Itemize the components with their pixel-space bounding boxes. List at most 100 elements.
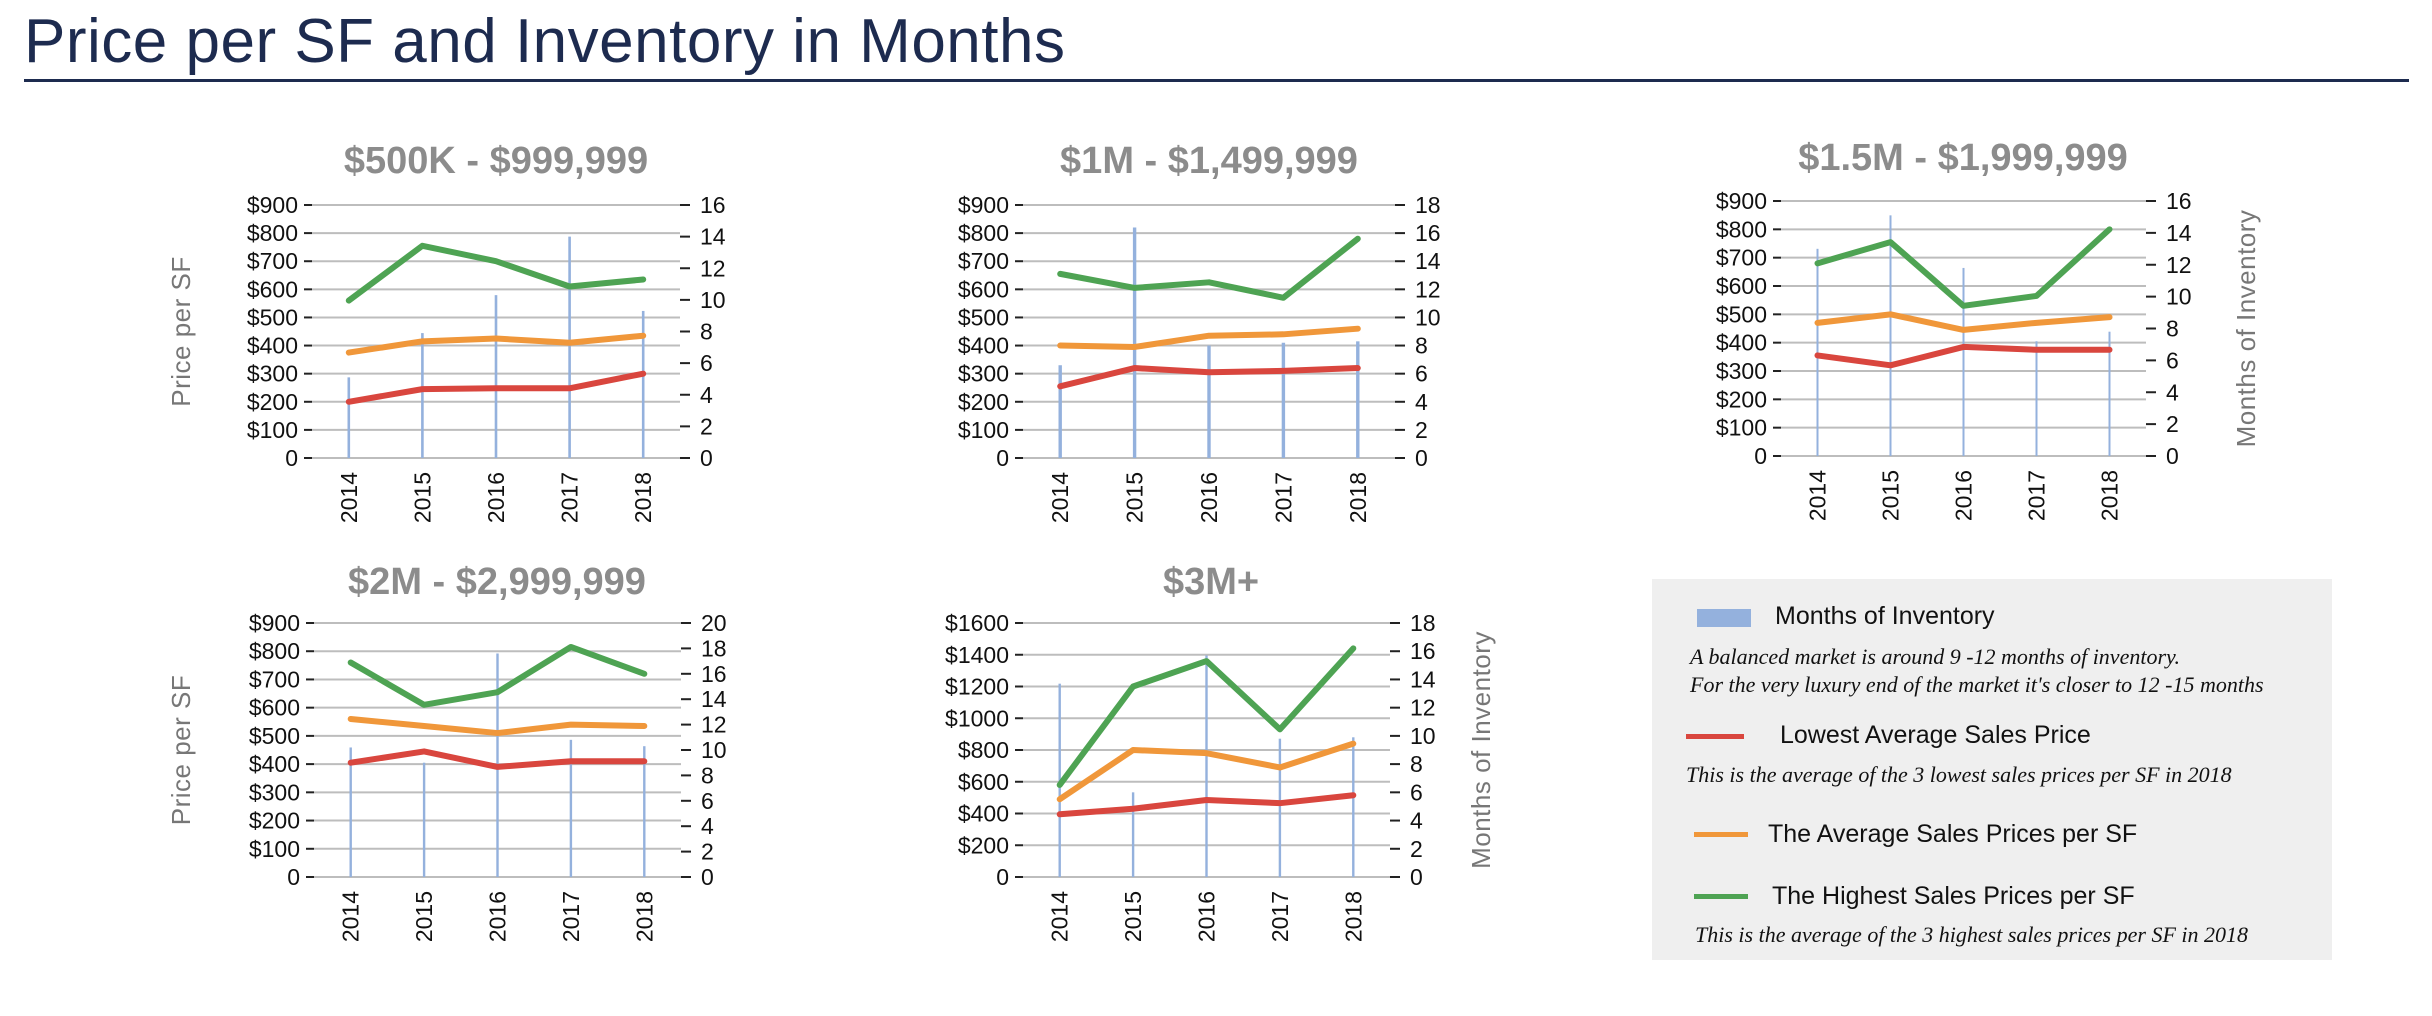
y-tick-label: $700 <box>249 666 300 692</box>
inventory-bar <box>1352 737 1355 877</box>
y2-tick-label: 2 <box>1410 836 1423 862</box>
x-tick-label: 2016 <box>1196 472 1222 523</box>
y2-tick-label: 6 <box>2166 347 2179 373</box>
y-tick-label: $1400 <box>945 642 1009 668</box>
title-rule <box>24 79 2409 82</box>
chart-title: $2M - $2,999,999 <box>348 561 646 603</box>
legend-note-months-1: A balanced market is around 9 -12 months… <box>1690 644 2181 669</box>
inventory-bar <box>641 310 645 458</box>
y-tick-label: $500 <box>247 304 298 330</box>
y2-tick-label: 16 <box>701 661 727 687</box>
y2-tick-label: 6 <box>1410 779 1423 805</box>
x-tick-label: 2014 <box>1047 472 1073 523</box>
inventory-bar <box>569 739 573 877</box>
y-tick-label: $400 <box>958 801 1009 827</box>
y2-tick-label: 6 <box>1415 361 1428 387</box>
y2-tick-label: 16 <box>2166 188 2192 214</box>
y2-tick-label: 14 <box>1415 248 1441 274</box>
y-tick-label: $900 <box>1716 188 1767 214</box>
y-tick-label: $100 <box>247 417 298 443</box>
y-tick-label: $800 <box>247 220 298 246</box>
y2-tick-label: 2 <box>2166 411 2179 437</box>
x-tick-label: 2017 <box>558 891 584 942</box>
inventory-bar <box>1356 341 1360 458</box>
y2-tick-label: 14 <box>701 686 727 712</box>
y-tick-label: $200 <box>249 808 300 834</box>
line-highest <box>345 242 647 304</box>
y-tick-label: $300 <box>1716 358 1767 384</box>
y-tick-label: $600 <box>958 276 1009 302</box>
legend-note-months-2: For the very luxury end of the market it… <box>1690 672 2264 697</box>
chart-title: $3M+ <box>1163 561 1259 603</box>
y-tick-label: $900 <box>247 192 298 218</box>
legend-swatch-average <box>1694 832 1748 837</box>
line-highest <box>347 643 648 708</box>
y-tick-label: $600 <box>1716 273 1767 299</box>
y-tick-label: $400 <box>1716 330 1767 356</box>
line-average <box>1057 325 1361 350</box>
y2-tick-label: 18 <box>701 635 727 661</box>
y2-axis-title: Months of Inventory <box>2231 210 2261 448</box>
y2-tick-label: 8 <box>1410 751 1423 777</box>
y-tick-label: $800 <box>1716 216 1767 242</box>
y-tick-label: $500 <box>958 304 1009 330</box>
inventory-bar <box>421 333 424 458</box>
y-tick-label: 0 <box>1754 443 1767 469</box>
legend-note-highest: This is the average of the 3 highest sal… <box>1695 922 2248 947</box>
x-tick-label: 2015 <box>1122 472 1148 523</box>
y2-tick-label: 0 <box>700 445 713 471</box>
y-tick-label: $200 <box>958 389 1009 415</box>
y2-tick-label: 16 <box>1410 638 1436 664</box>
x-tick-label: 2015 <box>1120 891 1146 942</box>
inventory-bar <box>349 747 352 877</box>
y2-tick-label: 0 <box>2166 443 2179 469</box>
line-average <box>1814 311 2113 333</box>
chart-title: $500K - $999,999 <box>344 140 648 182</box>
y2-tick-label: 12 <box>1415 276 1441 302</box>
y2-tick-label: 12 <box>2166 252 2192 278</box>
y-tick-label: $800 <box>249 638 300 664</box>
y2-tick-label: 20 <box>701 610 727 636</box>
legend-note-lowest: This is the average of the 3 lowest sale… <box>1686 762 2232 787</box>
x-tick-label: 2017 <box>2024 470 2050 521</box>
line-lowest <box>1056 792 1357 818</box>
x-tick-label: 2017 <box>557 472 583 523</box>
y2-tick-label: 18 <box>1415 192 1441 218</box>
y-tick-label: $1200 <box>945 674 1009 700</box>
y2-tick-label: 6 <box>701 788 714 814</box>
inventory-bar <box>347 377 351 458</box>
y-tick-label: $600 <box>249 695 300 721</box>
y2-tick-label: 14 <box>1410 666 1436 692</box>
y2-tick-label: 10 <box>2166 284 2192 310</box>
inventory-bar <box>494 295 498 458</box>
y2-tick-label: 18 <box>1410 610 1436 636</box>
inventory-bar <box>1131 792 1135 877</box>
y2-tick-label: 2 <box>701 839 714 865</box>
y2-tick-label: 4 <box>1415 389 1428 415</box>
y-tick-label: $400 <box>247 333 298 359</box>
y2-tick-label: 4 <box>2166 379 2179 405</box>
x-tick-label: 2017 <box>1267 891 1293 942</box>
y2-tick-label: 4 <box>701 813 714 839</box>
legend: Months of Inventory A balanced market is… <box>1652 579 2332 960</box>
y2-tick-label: 14 <box>700 224 726 250</box>
legend-label-months: Months of Inventory <box>1775 602 1995 630</box>
y-axis-title: Price per SF <box>166 256 196 407</box>
y2-tick-label: 12 <box>700 255 726 281</box>
y2-tick-label: 2 <box>700 413 713 439</box>
y-tick-label: $300 <box>247 361 298 387</box>
line-average <box>345 332 647 356</box>
y-tick-label: $100 <box>1716 415 1767 441</box>
x-tick-label: 2018 <box>2097 470 2123 521</box>
y-tick-label: $200 <box>1716 386 1767 412</box>
y2-axis-title: Months of Inventory <box>1466 631 1496 869</box>
chart-title: $1M - $1,499,999 <box>1060 140 1358 182</box>
y-tick-label: $600 <box>958 769 1009 795</box>
inventory-bar <box>2108 331 2111 456</box>
y-tick-label: $700 <box>1716 245 1767 271</box>
inventory-bar <box>568 236 571 458</box>
line-average <box>1056 740 1357 803</box>
